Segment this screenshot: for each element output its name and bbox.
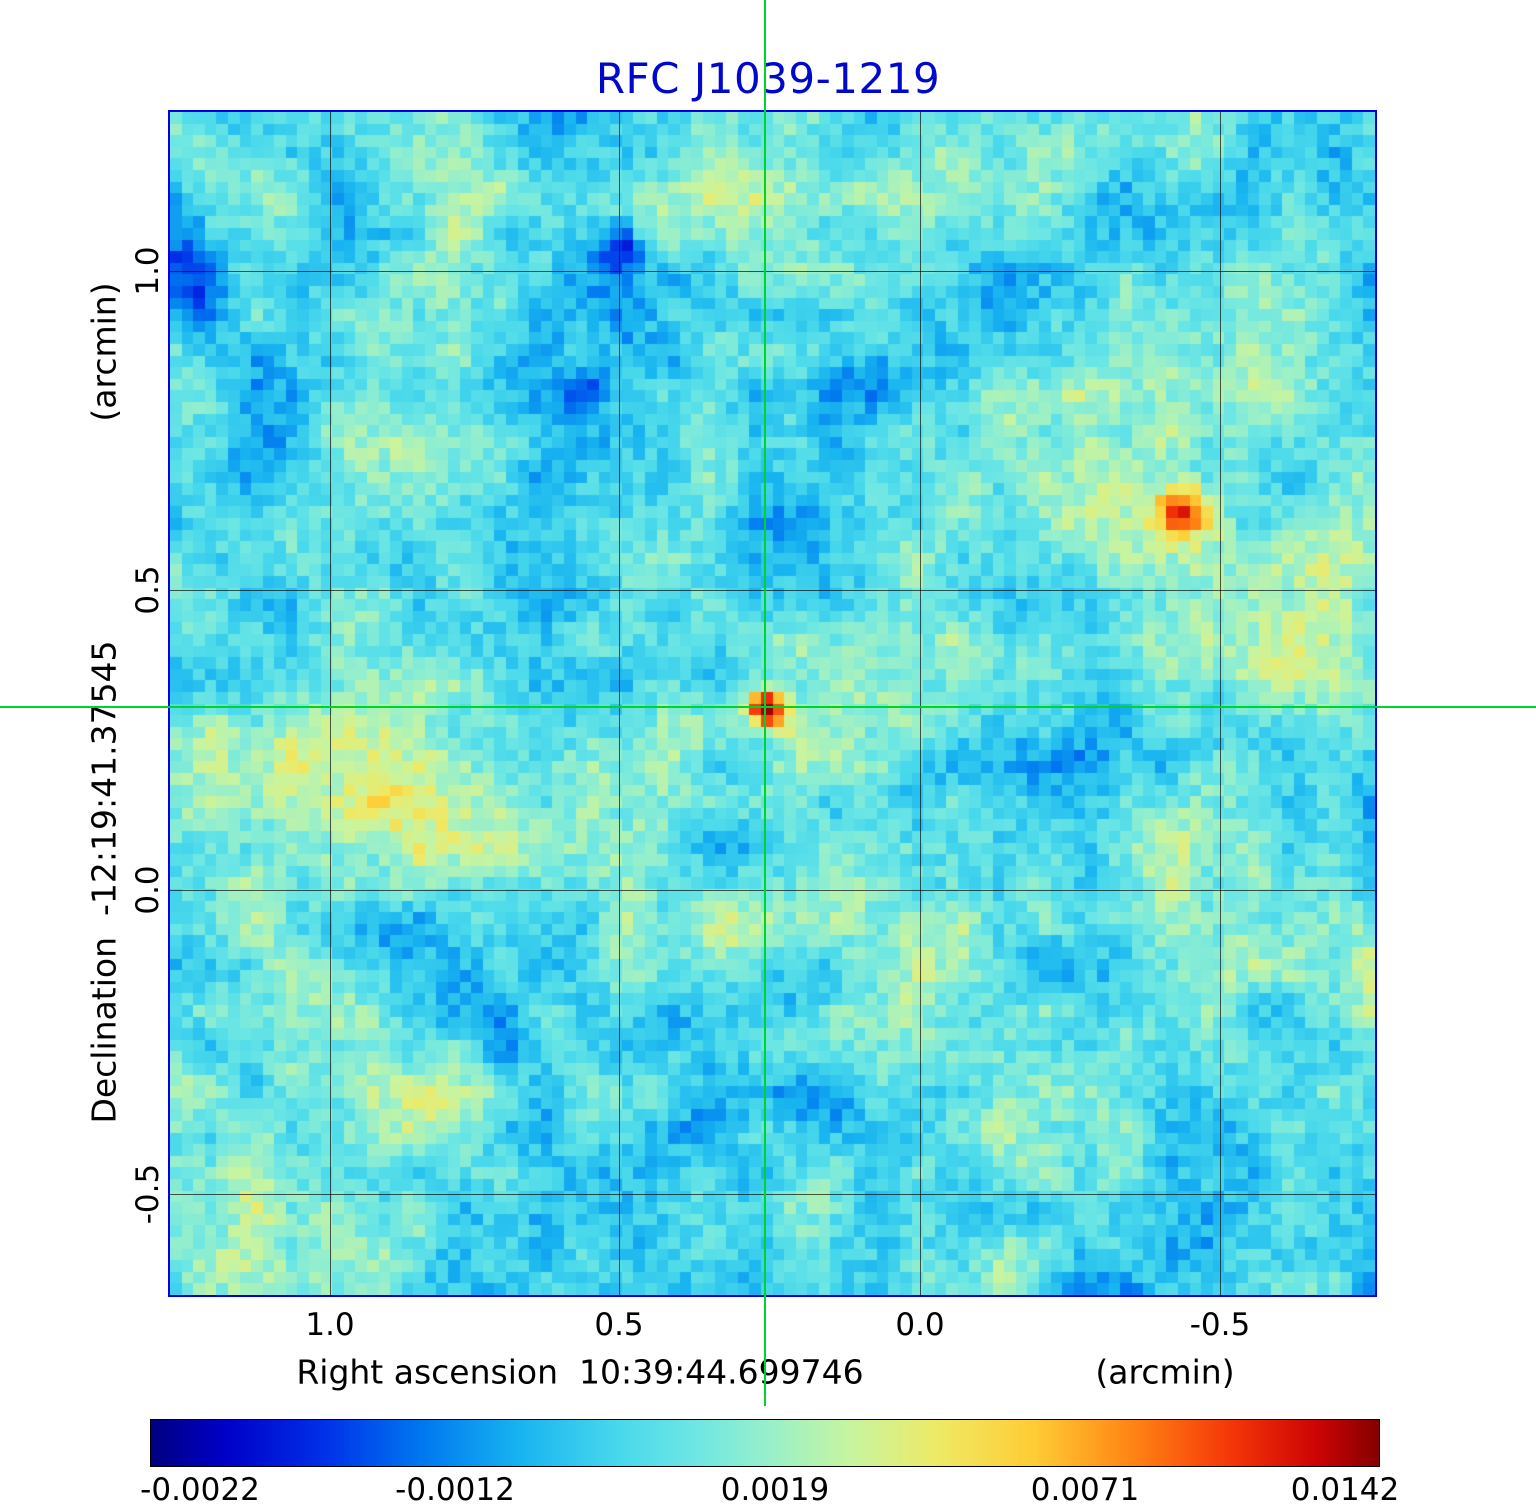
x-axis-unit-label: (arcmin) [1095,1352,1235,1392]
colorbar-tick-label: 0.0019 [720,1472,830,1508]
grid-line-vertical [619,112,620,1295]
grid-line-vertical [920,112,921,1295]
heatmap-canvas [170,112,1375,1295]
grid-line-horizontal [170,1194,1375,1195]
x-tick-label: 0.0 [895,1307,945,1343]
x-axis-label: Right ascension 10:39:44.699746 [296,1352,864,1392]
grid-line-vertical [1220,112,1221,1295]
grid-line-horizontal [170,590,1375,591]
colorbar-tick-label: 0.0142 [1290,1472,1400,1508]
y-tick-label: 1.0 [130,246,166,296]
x-tick-label: -0.5 [1189,1307,1251,1343]
grid-line-vertical [330,112,331,1295]
y-tick-label: -0.5 [130,1163,166,1225]
colorbar-tick-label: -0.0012 [395,1472,515,1508]
crosshair-horizontal-line [0,706,1536,708]
x-tick-label: 1.0 [305,1307,355,1343]
grid-line-horizontal [170,890,1375,891]
grid-line-horizontal [170,271,1375,272]
crosshair-vertical-line [764,0,766,1406]
y-tick-label: 0.5 [130,565,166,615]
map-plot-area [170,112,1375,1295]
colorbar-canvas [151,1420,1379,1466]
y-axis-label: Declination -12:19:41.37545 [84,640,124,1124]
colorbar-tick-label: 0.0071 [1030,1472,1140,1508]
x-tick-label: 0.5 [594,1307,644,1343]
colorbar [150,1419,1380,1467]
y-tick-label: 0.0 [130,865,166,915]
page-title: RFC J1039-1219 [595,54,941,103]
colorbar-tick-label: -0.0022 [140,1472,260,1508]
y-axis-unit-label: (arcmin) [84,282,124,422]
